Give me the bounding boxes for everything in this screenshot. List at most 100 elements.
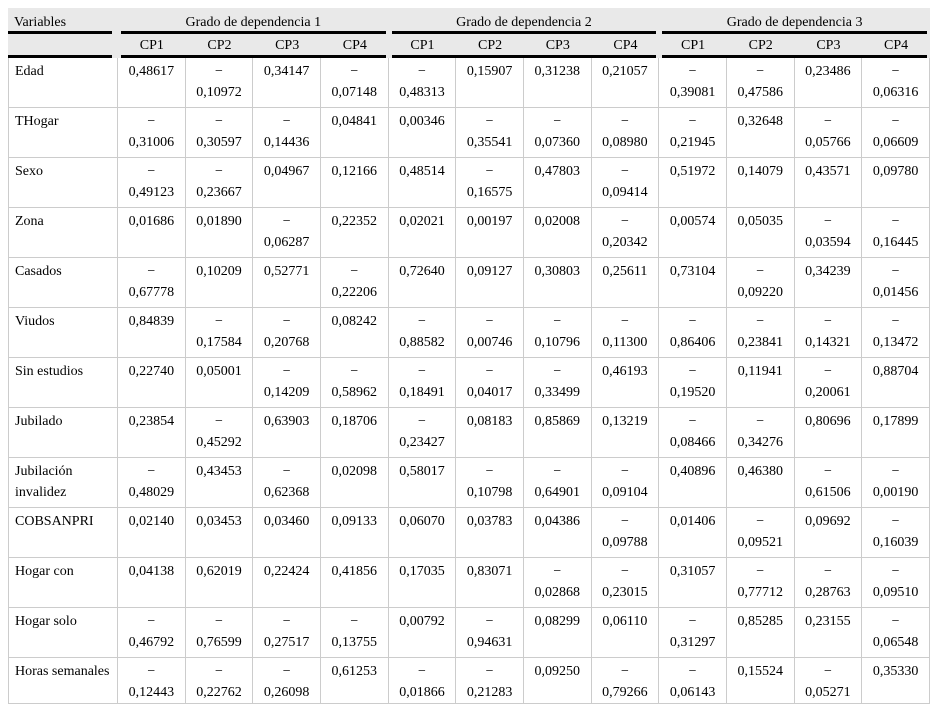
value-cell: −0,01456 — [862, 258, 930, 308]
value-cell: 0,05035 — [726, 208, 795, 258]
value-cell: −0,48029 — [118, 458, 186, 508]
value-cell: −0,21945 — [659, 108, 727, 158]
value-cell: −0,06287 — [253, 208, 321, 258]
value-cell: −0,04017 — [456, 358, 524, 408]
value-cell: 0,40896 — [659, 458, 727, 508]
value-cell: −0,23015 — [591, 558, 660, 608]
value-cell: −0,06316 — [862, 58, 930, 108]
row-label: Edad — [8, 58, 118, 108]
value-cell: −0,27517 — [253, 608, 321, 658]
value-cell: 0,84839 — [118, 308, 186, 358]
value-cell: −0,07148 — [320, 58, 389, 108]
cp-header-g2-cp2: CP2 — [456, 34, 524, 58]
value-cell: −0,20342 — [591, 208, 660, 258]
value-cell: −0,21283 — [456, 658, 524, 704]
cp-header-g1-cp4: CP4 — [320, 34, 389, 58]
row-label: Hogar con — [8, 558, 118, 608]
value-cell: 0,13219 — [591, 408, 660, 458]
value-cell: −0,62368 — [253, 458, 321, 508]
row-label: Zona — [8, 208, 118, 258]
table-row-9: Jubilación invalidez −0,48029 0,43453−0,62… — [8, 458, 930, 508]
value-cell: 0,06070 — [388, 508, 457, 558]
value-cell: 0,85869 — [523, 408, 592, 458]
value-cell: 0,17899 — [862, 408, 930, 458]
row-label: THogar — [8, 108, 118, 158]
principal-components-table: Variables Grado de dependencia 1 Grado d… — [8, 8, 930, 704]
value-cell: −0,00746 — [456, 308, 524, 358]
group-header-1: Grado de dependencia 1 — [118, 8, 389, 34]
table-row-4: Zona 0,01686 0,01890−0,06287 0,22352 0,02021… — [8, 208, 930, 258]
value-cell: −0,79266 — [591, 658, 660, 704]
table-row-8: Jubilado 0,23854−0,45292 0,63903 0,18706−0,… — [8, 408, 930, 458]
table-row-7: Sin estudios 0,22740 0,05001−0,14209−0,589… — [8, 358, 930, 408]
value-cell: −0,34276 — [726, 408, 795, 458]
table-body: Edad 0,48617−0,10972 0,34147−0,07148−0,483… — [8, 58, 930, 704]
value-cell: 0,80696 — [794, 408, 863, 458]
cp-header-g1-cp3: CP3 — [253, 34, 321, 58]
value-cell: 0,04138 — [118, 558, 186, 608]
value-cell: −0,09104 — [591, 458, 660, 508]
value-cell: −0,11300 — [591, 308, 660, 358]
value-cell: 0,01406 — [659, 508, 727, 558]
value-cell: −0,10972 — [185, 58, 254, 108]
value-cell: 0,23486 — [794, 58, 863, 108]
value-cell: −0,01866 — [388, 658, 457, 704]
value-cell: 0,34147 — [253, 58, 321, 108]
value-cell: −0,14321 — [794, 308, 863, 358]
cp-header-g2-cp4: CP4 — [591, 34, 660, 58]
value-cell: −0,22762 — [185, 658, 254, 704]
value-cell: 0,18706 — [320, 408, 389, 458]
group-header-3: Grado de dependencia 3 — [659, 8, 930, 34]
table-row-3: Sexo −0,49123−0,23667 0,04967 0,12166 0,4851… — [8, 158, 930, 208]
value-cell: −0,08466 — [659, 408, 727, 458]
value-cell: 0,00197 — [456, 208, 524, 258]
value-cell: 0,22424 — [253, 558, 321, 608]
value-cell: 0,23854 — [118, 408, 186, 458]
value-cell: 0,04386 — [523, 508, 592, 558]
value-cell: 0,02008 — [523, 208, 592, 258]
cp-header-g1-cp2: CP2 — [185, 34, 254, 58]
value-cell: 0,03460 — [253, 508, 321, 558]
value-cell: −0,10798 — [456, 458, 524, 508]
value-cell: 0,46380 — [726, 458, 795, 508]
value-cell: −0,08980 — [591, 108, 660, 158]
value-cell: 0,06110 — [591, 608, 660, 658]
value-cell: 0,32648 — [726, 108, 795, 158]
value-cell: 0,10209 — [185, 258, 254, 308]
value-cell: 0,05001 — [185, 358, 254, 408]
value-cell: 0,83071 — [456, 558, 524, 608]
value-cell: −0,07360 — [523, 108, 592, 158]
value-cell: −0,05766 — [794, 108, 863, 158]
variables-header: Variables — [8, 8, 118, 34]
variables-subheader-empty — [8, 34, 118, 58]
value-cell: −0,16575 — [456, 158, 524, 208]
value-cell: −0,23841 — [726, 308, 795, 358]
value-cell: −0,88582 — [388, 308, 457, 358]
value-cell: −0,13755 — [320, 608, 389, 658]
value-cell: 0,46193 — [591, 358, 660, 408]
value-cell: 0,02140 — [118, 508, 186, 558]
value-cell: −0,47586 — [726, 58, 795, 108]
value-cell: 0,23155 — [794, 608, 863, 658]
value-cell: 0,22740 — [118, 358, 186, 408]
value-cell: 0,03453 — [185, 508, 254, 558]
value-cell: 0,03783 — [456, 508, 524, 558]
row-label: Jubilado — [8, 408, 118, 458]
value-cell: −0,14209 — [253, 358, 321, 408]
value-cell: −0,77712 — [726, 558, 795, 608]
cp-header-g3-cp4: CP4 — [862, 34, 930, 58]
cp-header-g2-cp3: CP3 — [523, 34, 592, 58]
value-cell: −0,20768 — [253, 308, 321, 358]
value-cell: 0,08299 — [523, 608, 592, 658]
value-cell: 0,00574 — [659, 208, 727, 258]
value-cell: 0,09127 — [456, 258, 524, 308]
value-cell: 0,25611 — [591, 258, 660, 308]
value-cell: 0,35330 — [862, 658, 930, 704]
value-cell: −0,09788 — [591, 508, 660, 558]
value-cell: −0,20061 — [794, 358, 863, 408]
table-row-11: Hogar con 0,04138 0,62019 0,22424 0,41856 0,1… — [8, 558, 930, 608]
value-cell: −0,09521 — [726, 508, 795, 558]
table-row-6: Viudos 0,84839−0,17584−0,20768 0,08242−0,8… — [8, 308, 930, 358]
value-cell: −0,67778 — [118, 258, 186, 308]
value-cell: −0,06609 — [862, 108, 930, 158]
